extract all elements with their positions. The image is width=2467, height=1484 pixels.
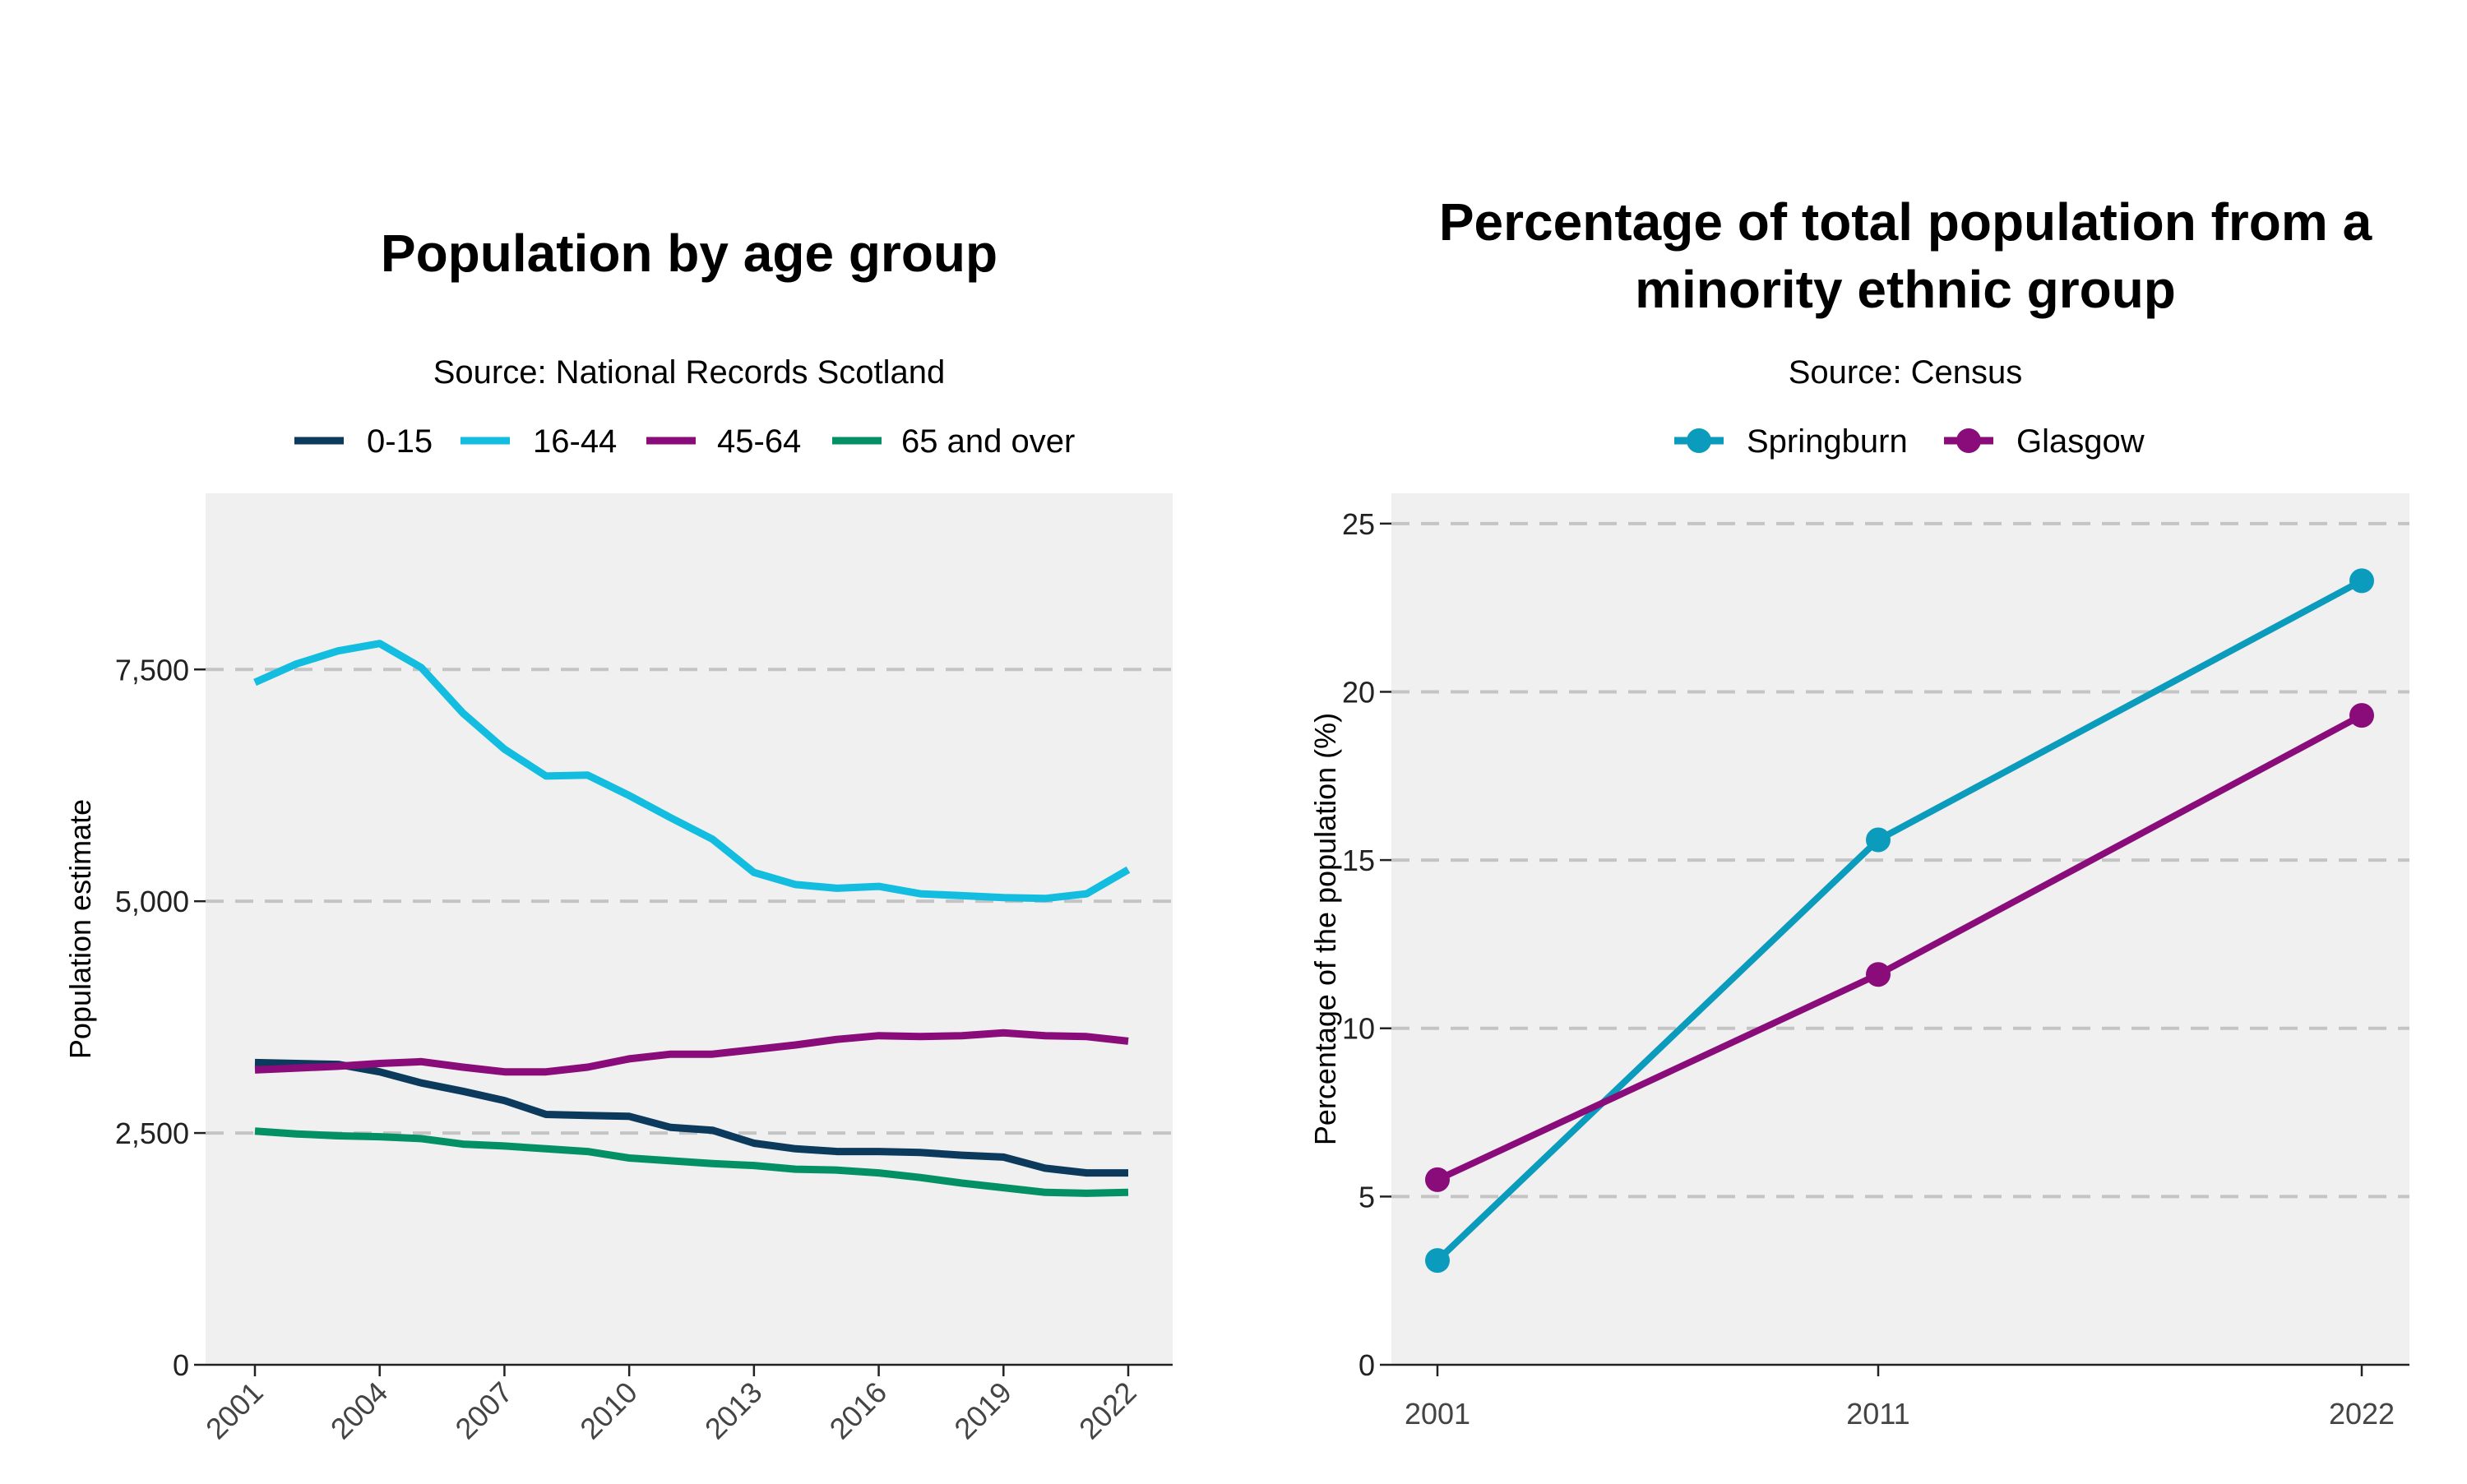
series-line-0-15 (254, 1058, 1128, 1177)
y-tick-label: 20 (1342, 675, 1375, 709)
chart1-x-ticks: 2001 2004 2007 2010 2013 2016 2019 2022 (199, 1365, 1143, 1445)
chart2-subtitle: Source: Census (1789, 354, 2023, 391)
chart2-title-line-2: minority ethnic group (1635, 260, 2176, 319)
x-tick-label: 2001 (199, 1375, 270, 1446)
legend-item-45-64: 45-64 (646, 423, 801, 460)
legend-item-springburn: Springburn (1674, 423, 1908, 460)
chart1-series (253, 640, 1131, 1197)
series-line-16-44 (253, 640, 1131, 903)
y-tick-label: 7,500 (115, 653, 189, 687)
x-tick-label: 2013 (698, 1375, 769, 1446)
x-tick-label: 2016 (823, 1375, 894, 1446)
x-tick-label: 2022 (1072, 1375, 1143, 1446)
x-tick-label: 2004 (324, 1375, 395, 1446)
chart2-series (1425, 568, 2374, 1274)
x-tick-label: 2001 (1405, 1397, 1470, 1431)
x-tick-label: 2019 (947, 1375, 1018, 1446)
legend-marker (1956, 428, 1981, 453)
legend-label: 45-64 (717, 423, 801, 460)
legend-label: 0-15 (367, 423, 433, 460)
chart-population-by-age: Population by age group Source: National… (63, 224, 1173, 1445)
data-point (1866, 827, 1891, 853)
y-tick-label: 5 (1358, 1180, 1375, 1214)
y-tick-label: 5,000 (115, 885, 189, 918)
chart1-y-ticks: 0 2,500 5,000 7,500 (115, 653, 206, 1382)
data-point (1425, 1167, 1450, 1192)
x-tick-label: 2011 (1846, 1397, 1909, 1431)
legend-item-65-and-over: 65 and over (832, 423, 1075, 460)
y-tick-label: 0 (1358, 1348, 1375, 1382)
legend-item-16-44: 16-44 (461, 423, 617, 460)
chart2-plot-panel (1391, 493, 2409, 1365)
chart1-plot-panel (206, 493, 1173, 1365)
legend-item-glasgow: Glasgow (1944, 423, 2145, 460)
y-tick-label: 0 (173, 1348, 189, 1382)
data-point (1866, 962, 1891, 987)
chart2-x-ticks: 2001 2011 2022 (1405, 1365, 2395, 1431)
legend-label: 65 and over (901, 423, 1075, 460)
chart-minority-ethnic: Percentage of total population from a mi… (1308, 192, 2409, 1431)
data-point (2349, 703, 2374, 728)
y-tick-label: 10 (1342, 1012, 1375, 1046)
data-point (1425, 1248, 1450, 1274)
chart2-legend: Springburn Glasgow (1674, 423, 2145, 460)
data-point (2349, 568, 2374, 594)
y-tick-label: 25 (1342, 507, 1375, 541)
y-tick-label: 15 (1342, 844, 1375, 877)
legend-label: Springburn (1747, 423, 1908, 460)
series-line-45-64 (254, 1029, 1129, 1076)
x-tick-label: 2007 (448, 1375, 519, 1446)
chart1-y-axis-label: Population estimate (63, 799, 97, 1059)
y-tick-label: 2,500 (115, 1116, 189, 1150)
chart1-subtitle: Source: National Records Scotland (433, 354, 946, 391)
chart2-y-ticks: 0 5 10 15 20 25 (1342, 507, 1391, 1382)
legend-label: 16-44 (533, 423, 617, 460)
chart1-title: Population by age group (381, 224, 997, 283)
x-tick-label: 2022 (2329, 1397, 2395, 1431)
chart2-y-axis-label: Percentage of the population (%) (1308, 713, 1342, 1145)
legend-marker (1687, 428, 1711, 453)
series-line-65-and-over (254, 1127, 1129, 1197)
chart2-gridlines (1391, 521, 2409, 1199)
legend-item-0-15: 0-15 (294, 423, 433, 460)
chart1-legend: 0-15 16-44 45-64 65 and over (294, 423, 1075, 460)
x-tick-label: 2010 (573, 1375, 644, 1446)
legend-label: Glasgow (2016, 423, 2145, 460)
chart2-title-line-1: Percentage of total population from a (1439, 192, 2372, 252)
